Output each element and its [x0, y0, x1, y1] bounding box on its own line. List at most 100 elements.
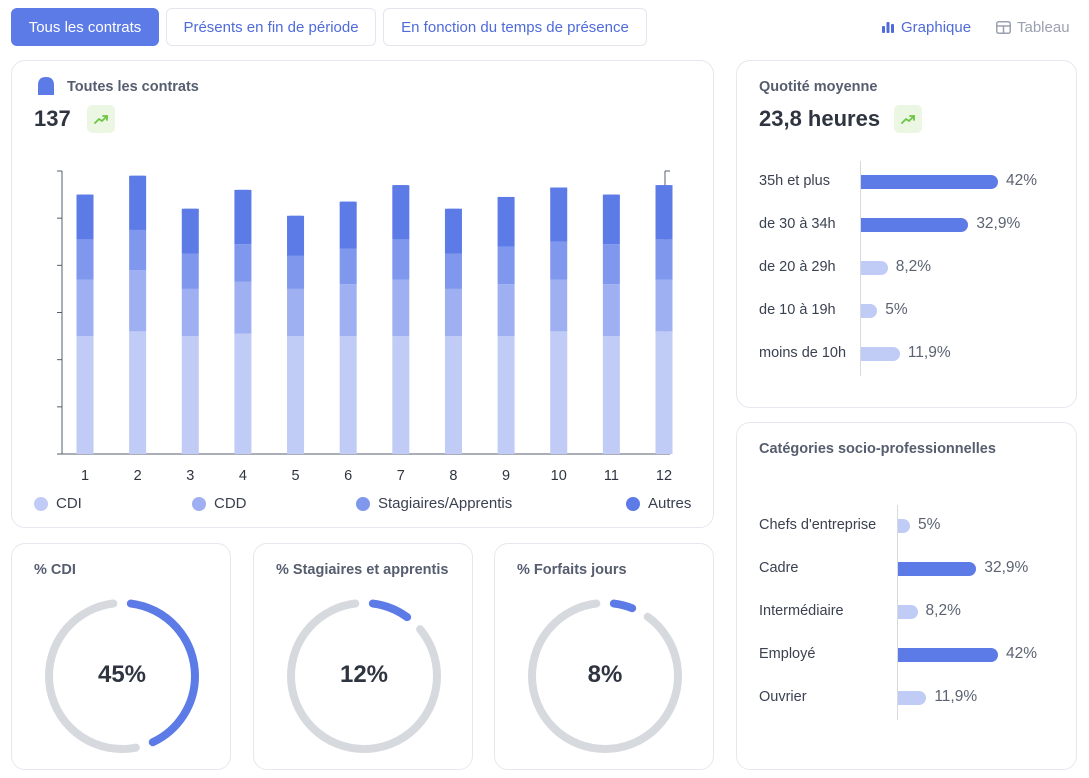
view-chart-label: Graphique [901, 18, 972, 36]
bar-cap-2 [129, 175, 147, 182]
x-tick-label: 3 [186, 468, 194, 484]
quotite-row-bar [861, 304, 878, 318]
donut-forfaits-chart [528, 599, 682, 753]
csp-row-bar [898, 519, 910, 533]
contracts-title: Toutes les contrats [67, 79, 199, 95]
quotite-row-bar [861, 347, 900, 361]
donut-stagiaires-title: % Stagiaires et apprentis [276, 562, 449, 578]
donut-ring [287, 599, 441, 753]
bar-segment-cdd-7 [392, 279, 410, 337]
csp-row: Chefs d'entreprise 5% [759, 515, 1059, 537]
x-tick-label: 5 [292, 468, 300, 484]
contracts-card: Toutes les contrats 137 1 2 3 4 5 6 7 8 9 10 11 12 … [11, 60, 714, 528]
csp-row-value: 32,9% [984, 559, 1029, 576]
quotite-row: 35h et plus 42% [759, 171, 1059, 193]
bar-segment-cdi-9 [497, 336, 515, 454]
x-tick-label: 10 [551, 468, 567, 484]
legend-stagiaires-swatch [356, 496, 370, 511]
quotite-row-value: 8,2% [895, 258, 932, 275]
donut-forfaits-title: % Forfaits jours [517, 562, 627, 578]
quotite-row: moins de 10h 11,9% [759, 343, 1059, 365]
legend-stagiaires-label: Stagiaires/Apprentis [378, 495, 513, 512]
bar-cap-1 [76, 194, 94, 201]
csp-axis [897, 505, 898, 720]
quotite-bar-chart: 35h et plus 42% de 30 à 34h 32,9% de 20 à 29… [759, 161, 1059, 391]
contracts-stacked-bar-chart: 1 2 3 4 5 6 7 8 9 10 11 12 [57, 170, 673, 484]
donut-track-arc [528, 599, 682, 753]
quotite-row-bar [861, 261, 888, 275]
quotite-row-label: de 10 à 19h [759, 302, 836, 318]
csp-row-bar [898, 691, 927, 705]
view-table-button[interactable]: Tableau [996, 16, 1070, 38]
legend-autres: Autres [626, 495, 691, 512]
quotite-row-value: 5% [885, 301, 908, 318]
donut-value-arc [45, 599, 199, 753]
csp-row-value: 8,2% [925, 602, 961, 619]
view-table-label: Tableau [1017, 18, 1070, 36]
x-tick-label: 6 [344, 468, 352, 484]
quotite-row-bar [861, 218, 969, 232]
bar-cap-9 [497, 196, 515, 203]
donut-track-arc [287, 599, 441, 753]
donut-track-arc [45, 599, 199, 753]
bar-segment-autres-7 [392, 185, 410, 240]
trend-up-icon [94, 115, 108, 124]
csp-row-label: Employé [759, 646, 816, 662]
bar-segment-stagiaires-apprentis-8 [444, 253, 462, 289]
bar-segment-autres-5 [287, 215, 305, 256]
bar-segment-cdi-12 [655, 331, 673, 454]
donut-cdi-chart [45, 599, 199, 753]
bar-segment-cdd-2 [129, 270, 147, 332]
bar-segment-stagiaires-apprentis-9 [497, 246, 515, 285]
csp-row-label: Chefs d'entreprise [759, 517, 877, 533]
bar-segment-cdi-5 [287, 336, 305, 454]
tab-presents-fin-periode[interactable]: Présents en fin de période [166, 8, 376, 46]
donut-stagiaires-value: 12% [339, 661, 389, 688]
csp-bar-chart: Chefs d'entreprise 5% Cadre 32,9% Intermédia… [759, 505, 1059, 735]
quotite-row-value: 11,9% [907, 344, 951, 361]
donut-card-stagiaires: % Stagiaires et apprentis 12% [253, 543, 473, 770]
donut-cdi-value: 45% [97, 661, 147, 688]
contracts-value: 137 [34, 106, 71, 131]
csp-row-label: Ouvrier [759, 689, 807, 705]
x-tick-label: 7 [397, 468, 405, 484]
quotite-row: de 30 à 34h 32,9% [759, 214, 1059, 236]
quotite-card: Quotité moyenne 23,8 heures 35h et plus 4… [736, 60, 1077, 408]
x-tick-label: 4 [239, 468, 247, 484]
bar-segment-stagiaires-apprentis-2 [129, 229, 147, 271]
bar-cap-10 [550, 187, 568, 194]
x-tick-label: 11 [604, 468, 619, 484]
quotite-value: 23,8 heures [759, 106, 881, 131]
tab-temps-presence[interactable]: En fonction du temps de présence [383, 8, 647, 46]
bar-segment-autres-10 [550, 187, 568, 242]
bar-segment-autres-9 [497, 196, 515, 247]
bar-cap-8 [444, 208, 462, 215]
csp-row-label: Intermédiaire [759, 603, 844, 619]
bar-segment-cdi-10 [550, 331, 568, 454]
bar-segment-autres-2 [129, 175, 147, 230]
bar-segment-stagiaires-apprentis-11 [602, 244, 620, 285]
bar-cap-3 [181, 208, 199, 215]
tab-tous-les-contrats[interactable]: Tous les contrats [11, 8, 159, 46]
bar-segment-cdi-1 [76, 336, 94, 454]
bar-segment-cdd-4 [234, 281, 252, 334]
quotite-row-label: moins de 10h [759, 345, 847, 361]
bar-segment-cdi-4 [234, 333, 252, 454]
x-tick-label: 12 [656, 468, 672, 484]
quotite-title: Quotité moyenne [759, 79, 878, 95]
bar-segment-autres-12 [655, 185, 673, 240]
donut-forfaits-value: 8% [587, 661, 623, 688]
bar-cap-7 [392, 185, 410, 192]
csp-row-bar [898, 562, 977, 576]
bar-cap-5 [287, 215, 305, 222]
bar-cap-6 [339, 201, 357, 208]
bar-segment-cdd-5 [287, 288, 305, 337]
bar-segment-stagiaires-apprentis-12 [655, 239, 673, 280]
x-tick-label: 1 [81, 468, 89, 484]
bar-segment-stagiaires-apprentis-7 [392, 239, 410, 280]
view-chart-button[interactable]: Graphique [881, 16, 971, 38]
csp-row-value: 11,9% [934, 688, 978, 705]
donut-stagiaires-chart [287, 599, 441, 753]
csp-row: Employé 42% [759, 644, 1059, 666]
csp-row-value: 42% [1006, 645, 1038, 662]
